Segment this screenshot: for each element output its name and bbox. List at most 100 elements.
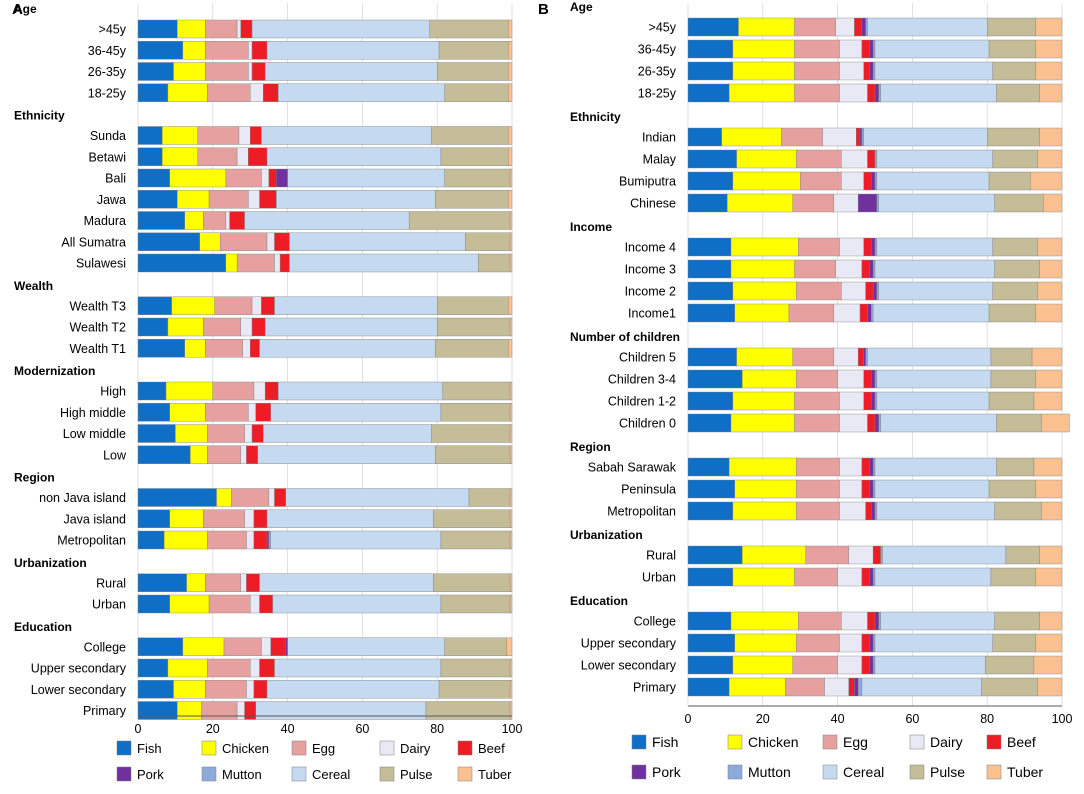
- bar-segment-fish: [687, 83, 730, 103]
- bar-segment-fish: [137, 701, 178, 720]
- bar-segment-egg: [205, 680, 247, 699]
- bar-segment-tuber: [1043, 193, 1063, 213]
- bar-segment-fish: [137, 680, 174, 699]
- bar-segment-beef: [253, 530, 268, 550]
- bar-segment-pulse: [440, 594, 511, 614]
- row-label: Jawa: [97, 193, 126, 207]
- bar-segment-fish: [137, 253, 227, 273]
- bar-segment-tuber: [1033, 655, 1063, 675]
- bar-segment-chicken: [177, 190, 210, 209]
- bar-segment-chicken: [165, 381, 214, 401]
- bar-segment-fish: [687, 567, 734, 587]
- bar-segment-dairy: [261, 168, 270, 188]
- bar-segment-beef: [259, 594, 273, 614]
- row-label: Low middle: [63, 427, 126, 441]
- row-label: Low: [103, 448, 127, 462]
- row-label: Sulawesi: [76, 257, 126, 271]
- bar-segment-cereal: [880, 611, 995, 631]
- bar-segment-beef: [861, 457, 870, 477]
- x-tick-label: 60: [905, 712, 919, 726]
- bar-segment-cereal: [861, 677, 982, 697]
- bar-segment-fish: [687, 501, 734, 521]
- bar-segment-pulse: [431, 424, 511, 443]
- row-label: 18-25y: [88, 86, 127, 100]
- bar-segment-egg: [792, 193, 835, 213]
- bar-segment-egg: [208, 594, 251, 614]
- bar-segment-fish: [687, 545, 743, 565]
- bar-segment-chicken: [730, 413, 795, 433]
- bar-segment-egg: [794, 413, 840, 433]
- bar-segment-cereal: [289, 232, 466, 251]
- row-label: College: [634, 615, 676, 629]
- bar-segment-beef: [863, 61, 870, 81]
- bar-segment-fish: [137, 530, 165, 550]
- bar-segment-cereal: [266, 680, 440, 699]
- bar-segment-dairy: [839, 39, 863, 59]
- bar-segment-beef: [848, 677, 855, 697]
- bar-segment-beef: [240, 19, 253, 39]
- bar-segment-chicken: [169, 509, 204, 528]
- bar-segment-pork: [861, 17, 866, 37]
- bar-segment-cereal: [878, 281, 994, 301]
- bar-segment-egg: [796, 281, 842, 301]
- bar-segment-egg: [236, 253, 275, 273]
- bar-segment-beef: [863, 237, 872, 257]
- bar-segment-chicken: [186, 573, 206, 592]
- panel-label: A: [12, 1, 23, 18]
- bar-segment-egg: [208, 190, 249, 209]
- bar-segment-dairy: [837, 369, 864, 389]
- bar-segment-chicken: [169, 403, 206, 422]
- row-label: Wealth T3: [69, 299, 126, 313]
- bar-segment-dairy: [841, 149, 868, 169]
- x-tick-label: 0: [135, 722, 142, 736]
- group-title: Education: [570, 594, 628, 608]
- bar-segment-egg: [214, 296, 253, 315]
- bar-segment-pork: [276, 168, 288, 188]
- bar-segment-pulse: [433, 509, 511, 528]
- row-label: 36-45y: [638, 43, 677, 57]
- bar-segment-egg: [201, 701, 238, 720]
- bar-segment-chicken: [732, 281, 797, 301]
- bar-segment-egg: [792, 655, 838, 675]
- bar-segment-tuber: [1041, 413, 1070, 433]
- bar-segment-pulse: [994, 611, 1040, 631]
- bar-segment-beef: [270, 637, 286, 656]
- row-label: High middle: [60, 406, 126, 420]
- bar-segment-chicken: [163, 530, 208, 550]
- bar-segment-mutton: [878, 83, 881, 103]
- bar-segment-egg: [205, 573, 242, 592]
- bar-segment-tuber: [1037, 149, 1063, 169]
- bar-segment-fish: [687, 303, 735, 323]
- legend-label: Egg: [312, 741, 335, 756]
- bar-segment-dairy: [841, 171, 864, 191]
- bar-segment-beef: [229, 211, 245, 230]
- bar-segment-pulse: [444, 168, 511, 188]
- bar-segment-egg: [205, 41, 249, 60]
- bar-segment-chicken: [216, 488, 232, 507]
- bar-segment-chicken: [225, 253, 238, 273]
- bar-segment-fish: [687, 149, 737, 169]
- bar-segment-egg: [792, 347, 835, 367]
- bar-segment-beef: [867, 413, 876, 433]
- row-label: Wealth T2: [69, 321, 126, 335]
- bar-segment-mutton: [872, 61, 876, 81]
- bar-segment-dairy: [240, 317, 253, 337]
- legend-swatch-pork: [116, 766, 132, 782]
- bar-segment-mutton: [872, 633, 876, 653]
- bar-segment-tuber: [1037, 281, 1063, 301]
- bar-segment-cereal: [882, 545, 1007, 565]
- bar-segment-pulse: [988, 39, 1037, 59]
- bar-segment-cereal: [880, 83, 997, 103]
- bar-segment-tuber: [508, 126, 513, 145]
- bar-segment-pulse: [437, 62, 509, 81]
- bar-segment-cereal: [272, 594, 442, 614]
- bar-segment-beef: [255, 403, 271, 422]
- bar-segment-dairy: [839, 633, 863, 653]
- bar-segment-pulse: [992, 281, 1038, 301]
- bar-segment-fish: [687, 479, 735, 499]
- group-title: Ethnicity: [570, 110, 621, 124]
- bar-segment-beef: [861, 655, 870, 675]
- bar-segment-chicken: [721, 127, 782, 147]
- bar-segment-beef: [859, 303, 868, 323]
- bar-segment-dairy: [248, 190, 260, 209]
